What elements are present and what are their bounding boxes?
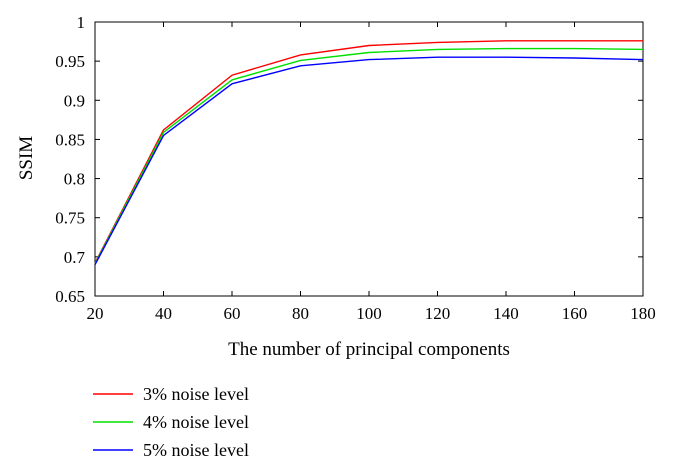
y-tick-label: 0.85 — [55, 130, 85, 149]
y-axis-title: SSIM — [16, 136, 37, 180]
y-tick-label: 0.7 — [64, 248, 86, 267]
y-tick-label: 0.95 — [55, 52, 85, 71]
x-tick-label: 120 — [425, 304, 451, 323]
y-tick-label: 0.75 — [55, 209, 85, 228]
y-tick-label: 0.9 — [64, 91, 85, 110]
plot-frame — [94, 21, 644, 297]
x-tick-label: 60 — [224, 304, 241, 323]
x-tick-label: 20 — [87, 304, 104, 323]
x-tick-label: 40 — [155, 304, 172, 323]
x-tick-label: 160 — [562, 304, 588, 323]
y-tick-label: 0.65 — [55, 287, 85, 306]
x-tick-label: 180 — [630, 304, 656, 323]
series-lines — [94, 40, 644, 266]
y-tick-label: 1 — [77, 13, 86, 32]
x-tick-label: 80 — [292, 304, 309, 323]
legend-label-3: 5% noise level — [143, 440, 249, 460]
x-axis-title: The number of principal components — [228, 339, 510, 360]
legend-label-2: 4% noise level — [143, 412, 249, 432]
x-tick-label: 100 — [356, 304, 382, 323]
tick-labels: 20 40 60 80 100 120 140 160 180 0.65 0.7 0.75 0.8 0.8… — [55, 13, 656, 323]
legend: 3% noise level 4% noise level 5% noise lev… — [93, 384, 249, 460]
ticks — [94, 21, 644, 297]
plot-area — [94, 21, 644, 297]
series-line-1 — [94, 40, 643, 264]
x-tick-label: 140 — [493, 304, 519, 323]
y-tick-label: 0.8 — [64, 170, 85, 189]
legend-label-1: 3% noise level — [143, 384, 249, 404]
series-line-2 — [94, 47, 644, 265]
series-line-3 — [94, 56, 644, 266]
